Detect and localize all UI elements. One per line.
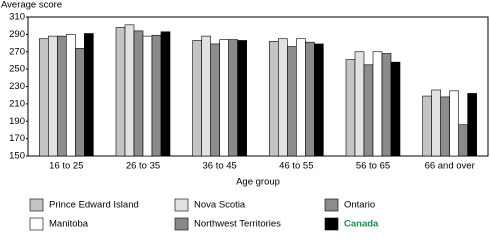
bar xyxy=(458,124,468,157)
y-tick-label: 290 xyxy=(9,29,25,40)
y-tick-label: 170 xyxy=(9,133,25,144)
bar xyxy=(75,47,85,157)
bar xyxy=(422,95,432,157)
bar xyxy=(228,39,238,157)
bar xyxy=(115,27,126,157)
bar xyxy=(372,51,383,157)
y-tick-label: 250 xyxy=(9,64,25,75)
x-tick-label: 56 to 65 xyxy=(356,161,390,172)
legend-swatch xyxy=(29,198,44,212)
bar xyxy=(192,40,202,157)
y-tick-label: 230 xyxy=(9,81,25,92)
bar xyxy=(160,31,171,157)
bar xyxy=(440,96,450,157)
bar xyxy=(57,35,67,157)
chart: Average score Age group 150 170 190 210 230 2… xyxy=(1,0,489,231)
bar xyxy=(354,51,365,157)
x-tick-label: 36 to 45 xyxy=(202,161,236,172)
x-tick-label: 66 and over xyxy=(425,161,475,172)
x-axis-label: Age group xyxy=(236,177,280,188)
bar xyxy=(219,39,229,157)
bar xyxy=(48,35,58,157)
bar xyxy=(237,40,247,157)
legend-label: Manitoba xyxy=(49,219,89,230)
bar xyxy=(84,33,94,157)
bar xyxy=(133,30,144,157)
bar xyxy=(210,43,220,157)
legend-swatch xyxy=(324,198,339,212)
y-tick-label: 190 xyxy=(9,116,25,127)
bar xyxy=(390,61,401,157)
bar xyxy=(345,59,356,157)
bar xyxy=(151,34,162,157)
bar xyxy=(305,41,315,157)
bar xyxy=(296,38,306,157)
y-axis-label: Average score xyxy=(1,0,62,11)
x-tick-label: 26 to 35 xyxy=(126,161,160,172)
y-tick-label: 150 xyxy=(9,151,25,162)
bar xyxy=(124,24,135,157)
legend-label: Ontario xyxy=(344,200,375,211)
x-tick-label: 46 to 55 xyxy=(279,161,313,172)
legend-label: Prince Edward Island xyxy=(49,200,139,211)
bar xyxy=(142,35,153,157)
bar xyxy=(449,90,459,157)
bar xyxy=(287,46,297,157)
bar xyxy=(431,89,441,157)
legend-swatch xyxy=(324,217,339,231)
legend-swatch xyxy=(29,217,44,231)
legend-swatch xyxy=(174,217,189,231)
bar xyxy=(269,41,279,157)
legend-label: Canada xyxy=(344,219,379,230)
bar xyxy=(467,93,477,157)
bar xyxy=(39,38,49,157)
bar xyxy=(363,64,374,157)
legend-label: Northwest Territories xyxy=(194,219,281,230)
bar xyxy=(381,53,392,157)
y-tick-label: 210 xyxy=(9,98,25,109)
legend-label: Nova Scotia xyxy=(194,200,246,211)
bar xyxy=(201,35,211,157)
x-tick-label: 16 to 25 xyxy=(49,161,83,172)
y-tick-label: 270 xyxy=(9,46,25,57)
bar xyxy=(66,34,76,157)
bar xyxy=(278,38,288,157)
y-tick-label: 310 xyxy=(9,12,25,23)
plot-area xyxy=(27,16,489,157)
bar xyxy=(314,43,324,157)
legend-swatch xyxy=(174,198,189,212)
